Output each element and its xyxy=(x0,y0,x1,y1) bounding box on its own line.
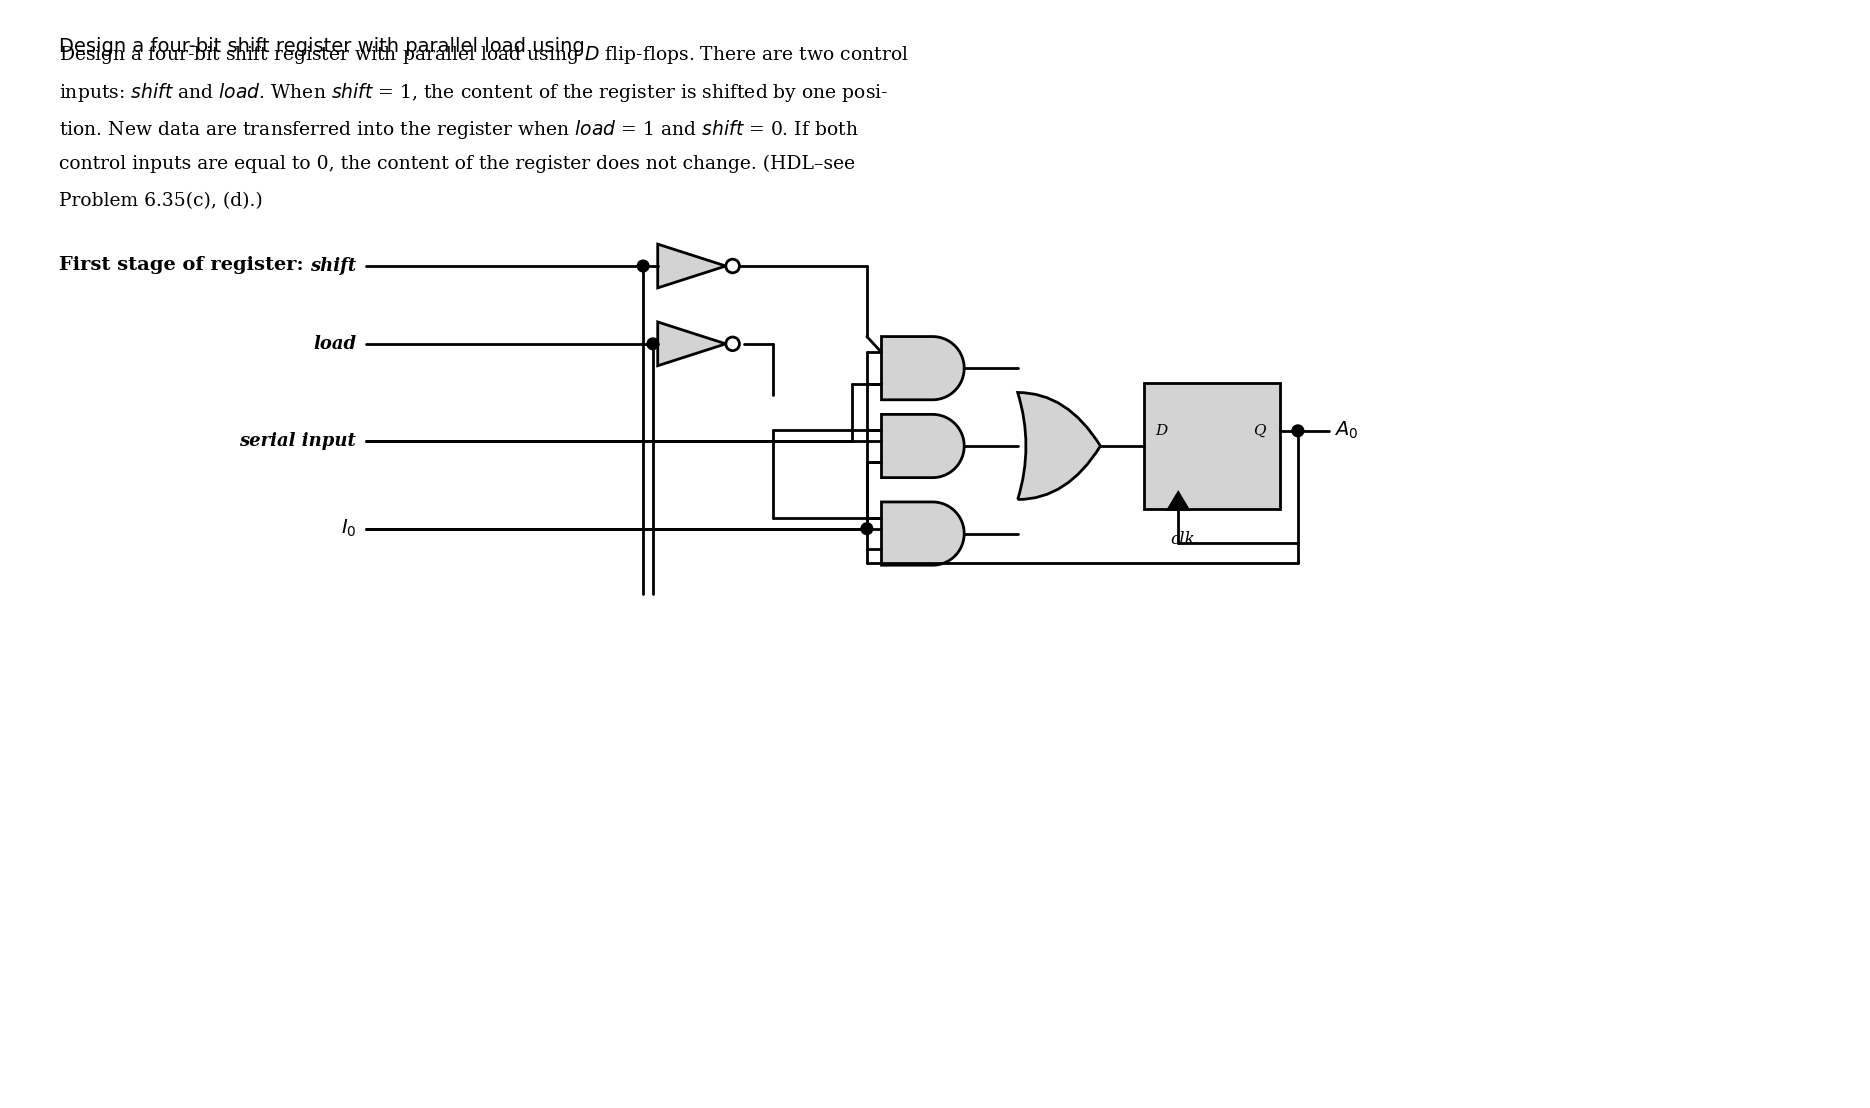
Text: Design a four-bit shift register with parallel load using: Design a four-bit shift register with pa… xyxy=(60,38,591,57)
Polygon shape xyxy=(658,322,726,366)
PathPatch shape xyxy=(881,414,965,478)
Text: control inputs are equal to 0, the content of the register does not change. (HDL: control inputs are equal to 0, the conte… xyxy=(60,155,855,173)
Text: D: D xyxy=(1156,424,1169,438)
Text: Design a four-bit shift register with parallel load using $D$ flip-flops. There : Design a four-bit shift register with pa… xyxy=(60,44,909,66)
Text: Q: Q xyxy=(1253,424,1266,438)
PathPatch shape xyxy=(881,502,965,565)
Text: Problem 6.35(c), (d).): Problem 6.35(c), (d).) xyxy=(60,192,264,211)
Text: $I_0$: $I_0$ xyxy=(340,519,355,540)
Text: clk: clk xyxy=(1171,531,1195,547)
Text: tion. New data are transferred into the register when $load$ = 1 and $shift$ = 0: tion. New data are transferred into the … xyxy=(60,119,858,141)
PathPatch shape xyxy=(881,337,965,400)
Text: $A_0$: $A_0$ xyxy=(1333,420,1358,441)
Text: load: load xyxy=(312,335,355,352)
Text: inputs: $shift$ and $load$. When $shift$ = 1, the content of the register is shi: inputs: $shift$ and $load$. When $shift$… xyxy=(60,81,888,104)
Circle shape xyxy=(1292,425,1303,437)
Bar xyxy=(1144,382,1281,510)
Text: First stage of register:: First stage of register: xyxy=(60,256,305,275)
Text: shift: shift xyxy=(310,257,355,275)
Polygon shape xyxy=(1169,493,1187,510)
Polygon shape xyxy=(658,244,726,288)
PathPatch shape xyxy=(1017,392,1100,500)
Circle shape xyxy=(638,260,649,271)
Circle shape xyxy=(647,338,658,350)
Circle shape xyxy=(860,523,873,534)
Text: serial input: serial input xyxy=(239,432,355,450)
